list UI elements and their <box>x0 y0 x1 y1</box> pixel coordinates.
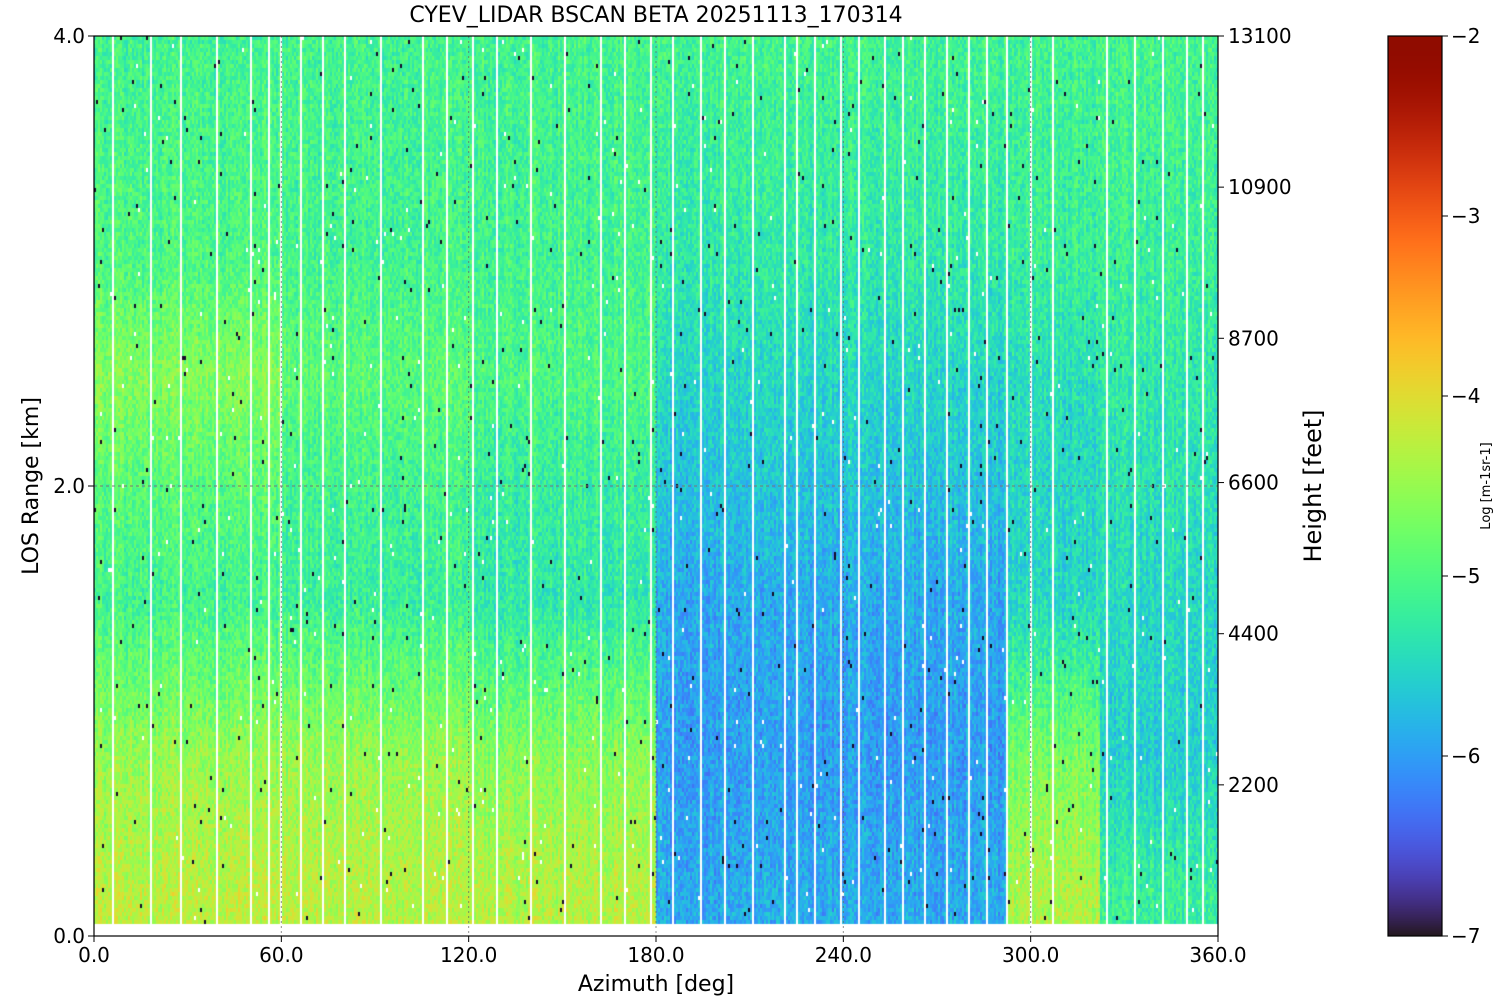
colorbar-label: Log [m-1sr-1] <box>1479 442 1494 529</box>
y-tick-label: 4.0 <box>53 24 85 48</box>
x-tick-label: 60.0 <box>259 943 304 967</box>
y-axis-label: LOS Range [km] <box>19 397 44 575</box>
x-tick-label: 180.0 <box>627 943 684 967</box>
y2-tick-label: 8700 <box>1228 326 1279 350</box>
y2-tick-label: 4400 <box>1228 622 1279 646</box>
x-tick-label: 240.0 <box>815 943 872 967</box>
y2-tick-label: 2200 <box>1228 773 1279 797</box>
colorbar-tick-label: −2 <box>1451 24 1480 48</box>
x-tick-label: 120.0 <box>440 943 497 967</box>
y2-tick-label: 6600 <box>1228 471 1279 495</box>
chart-title: CYEV_LIDAR BSCAN BETA 20251113_170314 <box>409 3 902 28</box>
x-tick-label: 360.0 <box>1189 943 1246 967</box>
heatmap-image <box>94 36 1218 936</box>
y-tick-label: 0.0 <box>53 924 85 948</box>
x-axis-label: Azimuth [deg] <box>578 972 734 997</box>
colorbar-tick-label: −5 <box>1451 564 1480 588</box>
x-tick-label: 300.0 <box>1002 943 1059 967</box>
colorbar-tick-label: −7 <box>1451 924 1480 948</box>
colorbar-tick-label: −6 <box>1451 744 1480 768</box>
y2-axis-label: Height [feet] <box>1299 409 1327 562</box>
y2-tick-label: 13100 <box>1228 24 1292 48</box>
x-axis: 0.0 60.0 120.0 180.0 240.0 300.0 360.0 <box>78 936 1247 967</box>
y-axis-right: 2200 4400 6600 8700 10900 13100 <box>1218 24 1292 797</box>
colorbar-gradient <box>1388 36 1442 936</box>
y2-tick-label: 10900 <box>1228 175 1292 199</box>
colorbar-tick-label: −4 <box>1451 384 1480 408</box>
x-tick-label: 0.0 <box>78 943 110 967</box>
y-axis-left: 0.0 2.0 4.0 <box>53 24 94 948</box>
colorbar-tick-label: −3 <box>1451 204 1480 228</box>
colorbar-axis: −7 −6 −5 −4 −3 −2 <box>1442 24 1480 948</box>
y-tick-label: 2.0 <box>53 474 85 498</box>
